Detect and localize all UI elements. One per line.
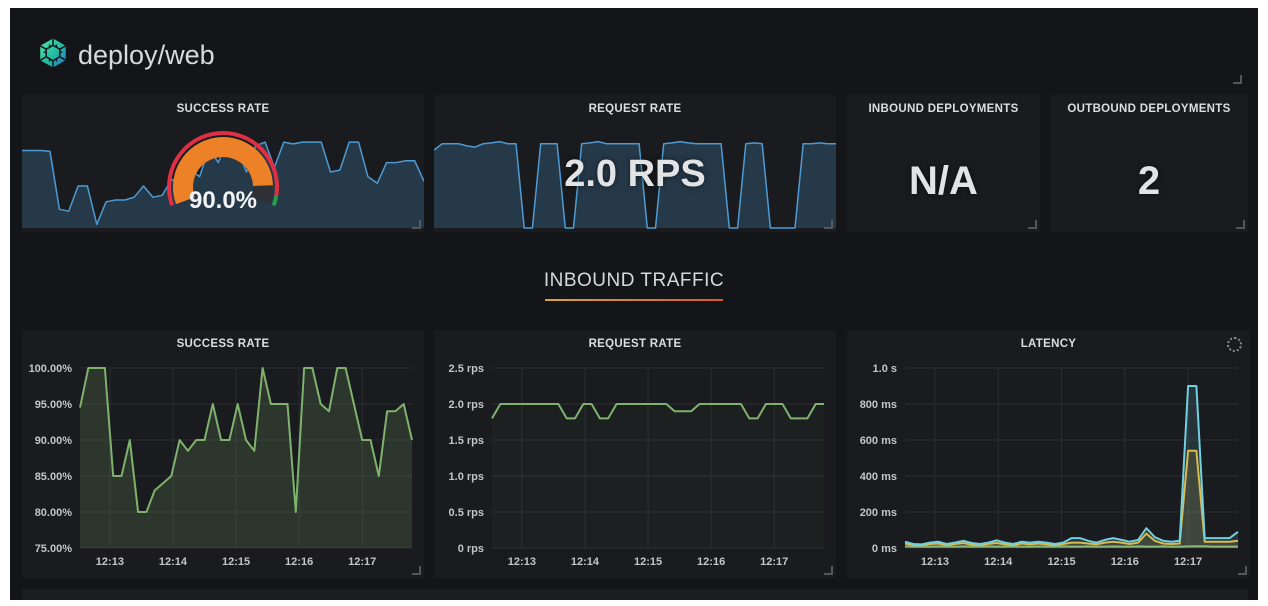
latency-chart[interactable]: 1.0 s 800 ms 600 ms 400 ms 200 ms 0 ms 12:13 12… [847,356,1250,576]
y-axis-tick-label: 400 ms [860,471,897,483]
y-axis-tick-label: 2.0 rps [449,399,484,411]
stat-value: 2 [1137,159,1161,203]
panel-resize-handle[interactable] [412,220,421,229]
inbound-success-rate-svg: 100.00% 95.00% 90.00% 85.00% 80.00% 75.00% 12:… [29,363,413,568]
x-axis-tick-label: 12:13 [508,556,536,568]
y-axis-tick-label: 2.5 rps [449,363,484,375]
success-rate-chart-panel: SUCCESS RATE 100.00% 95.00% 90.00% 85.00% 80… [22,330,424,578]
y-axis-tick-label: 200 ms [860,507,897,519]
request-rate-stat-panel: REQUEST RATE 2.0 RPS [434,95,836,232]
inbound-request-rate-svg: 2.5 rps 2.0 rps 1.5 rps 1.0 rps 0.5 rps 0 rps… [449,363,824,568]
y-axis-tick-label: 1.5 rps [449,435,484,447]
y-axis-tick-label: 0.5 rps [449,507,484,519]
deploy-web-logo-icon [39,38,67,68]
y-axis-tick-label: 1.0 rps [449,471,484,483]
x-axis-tick-label: 12:17 [1174,556,1202,568]
panel-resize-handle[interactable] [412,566,421,575]
x-axis-tick-label: 12:14 [984,556,1013,568]
y-axis-tick-label: 0 ms [872,543,897,555]
x-axis-tick-label: 12:13 [921,556,949,568]
request-rate-sparkline-svg [434,140,836,229]
y-axis-tick-label: 80.00% [35,507,73,519]
latency-chart-panel: LATENCY 1.0 s 800 ms 600 ms 400 ms 200 ms 0 m… [847,330,1250,578]
dashboard: deploy/web SUCCESS RATE 90.0% REQUEST RA… [10,8,1258,600]
x-axis-tick-label: 12:14 [571,556,600,568]
x-axis-tick-label: 12:15 [222,556,250,568]
request-rate-chart-panel: REQUEST RATE 2.5 rps 2.0 rps 1.5 rps 1.0 rp… [434,330,836,578]
panel-title[interactable]: REQUEST RATE [588,103,682,115]
panel-resize-handle[interactable] [1028,220,1037,229]
success-rate-chart[interactable]: 100.00% 95.00% 90.00% 85.00% 80.00% 75.00% 12:… [22,356,424,576]
y-axis-tick-label: 90.00% [35,435,73,447]
section-title[interactable]: INBOUND TRAFFIC [543,270,725,291]
x-axis-tick-label: 12:17 [760,556,788,568]
stat-value: N/A [909,159,978,203]
panel-title[interactable]: OUTBOUND DEPLOYMENTS [1067,103,1231,115]
gauge-value: 90.0% [188,187,258,214]
panel-title[interactable]: SUCCESS RATE [176,103,270,115]
dashboard-header-panel: deploy/web [20,16,1248,88]
panel-resize-handle[interactable] [1236,220,1245,229]
x-axis-tick-label: 12:15 [634,556,662,568]
inbound-deployments-stat-panel: INBOUND DEPLOYMENTS N/A [847,95,1040,232]
x-axis-tick-label: 12:14 [159,556,188,568]
dashboard-title: deploy/web [78,40,215,70]
x-axis-tick-label: 12:16 [697,556,725,568]
outbound-deployments-stat-panel: OUTBOUND DEPLOYMENTS 2 [1050,95,1248,232]
loading-spinner-icon [1227,337,1242,352]
success-rate-stat-panel: SUCCESS RATE 90.0% [22,95,424,232]
gauge-svg [167,131,279,207]
panel-resize-handle[interactable] [824,566,833,575]
y-axis-tick-label: 0 rps [458,543,484,555]
x-axis-tick-label: 12:13 [96,556,124,568]
request-rate-chart[interactable]: 2.5 rps 2.0 rps 1.5 rps 1.0 rps 0.5 rps 0 rps… [434,356,836,576]
next-row-panel-partial [22,589,1248,600]
success-rate-gauge: 90.0% [148,125,298,229]
panel-title[interactable]: SUCCESS RATE [176,338,270,350]
panel-resize-handle[interactable] [1238,566,1247,575]
panel-resize-handle[interactable] [824,220,833,229]
inbound-traffic-section-header: INBOUND TRAFFIC [10,270,1258,301]
y-axis-tick-label: 95.00% [35,399,73,411]
panel-resize-handle[interactable] [1233,75,1242,84]
panel-title[interactable]: LATENCY [1020,338,1077,350]
y-axis-tick-label: 85.00% [35,471,73,483]
y-axis-tick-label: 600 ms [860,435,897,447]
inbound-latency-svg: 1.0 s 800 ms 600 ms 400 ms 200 ms 0 ms 12:13 12… [860,363,1239,568]
y-axis-tick-label: 1.0 s [873,363,897,375]
x-axis-tick-label: 12:16 [1111,556,1139,568]
stat-value: 2.0 RPS [564,153,706,195]
section-underline [545,299,723,301]
x-axis-tick-label: 12:15 [1047,556,1075,568]
x-axis-tick-label: 12:17 [348,556,376,568]
panel-title[interactable]: INBOUND DEPLOYMENTS [868,103,1019,115]
y-axis-tick-label: 100.00% [29,363,73,375]
y-axis-tick-label: 800 ms [860,399,897,411]
panel-title[interactable]: REQUEST RATE [588,338,682,350]
request-rate-sparkline[interactable] [434,127,836,229]
x-axis-tick-label: 12:16 [285,556,313,568]
y-axis-tick-label: 75.00% [35,543,73,555]
